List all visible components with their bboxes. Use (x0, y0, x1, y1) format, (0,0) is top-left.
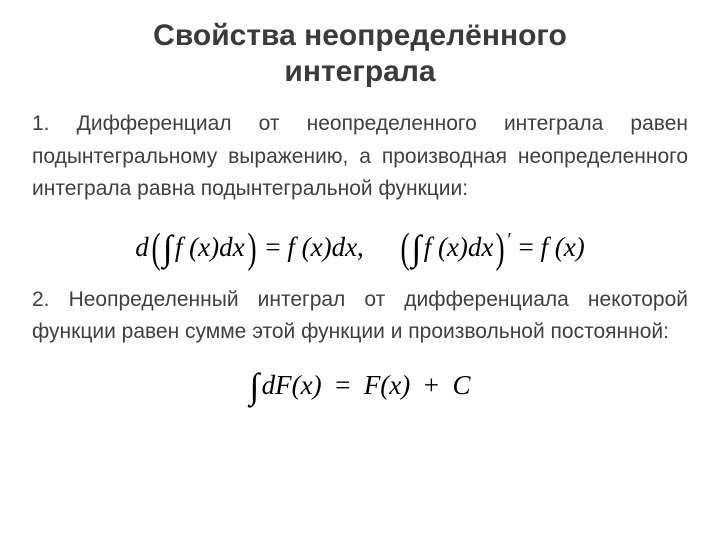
sym-fx-2: f (x) (424, 232, 468, 262)
integral-icon-3: ∫ (249, 367, 259, 407)
page-title: Свойства неопределённого интеграла (32, 18, 688, 90)
sym-eq-3: = (335, 370, 350, 400)
sym-comma: , (357, 232, 364, 262)
sym-dFx: dF(x) (262, 370, 322, 400)
sym-eq: = (265, 232, 280, 262)
sym-fx-r: f (x) (287, 232, 331, 262)
sym-C: C (453, 370, 471, 400)
title-line-2: интеграла (284, 55, 435, 88)
sym-dx: dx (219, 232, 244, 262)
left-paren-big: ( (151, 226, 160, 272)
sym-Fx: F(x) (364, 370, 410, 400)
left-paren-big-2: ( (400, 226, 409, 272)
sym-d: d (135, 232, 149, 262)
paragraph-1: 1. Дифференциал от неопределенного интег… (32, 108, 688, 206)
sym-eq-2: = (519, 232, 534, 262)
title-line-1: Свойства неопределённого (153, 19, 567, 52)
right-paren-big-2: ) (496, 226, 505, 272)
right-paren-big: ) (247, 226, 256, 272)
prime-icon: ′ (507, 229, 511, 251)
integral-icon: ∫ (163, 229, 173, 269)
formula-2: ∫ dF(x) = F(x) + C (32, 363, 688, 403)
formula-1: d(∫ f (x)dx) = f (x)dx, (∫ f (x)dx)′ = f… (32, 220, 688, 266)
sym-plus: + (424, 370, 439, 400)
sym-dx-r: dx (332, 232, 357, 262)
paragraph-2: 2. Неопределенный интеграл от дифференци… (32, 284, 688, 349)
sym-fx-3: f (x) (541, 232, 585, 262)
integral-icon-2: ∫ (412, 229, 422, 269)
sym-fx: f (x) (175, 232, 219, 262)
sym-dx-2: dx (468, 232, 493, 262)
